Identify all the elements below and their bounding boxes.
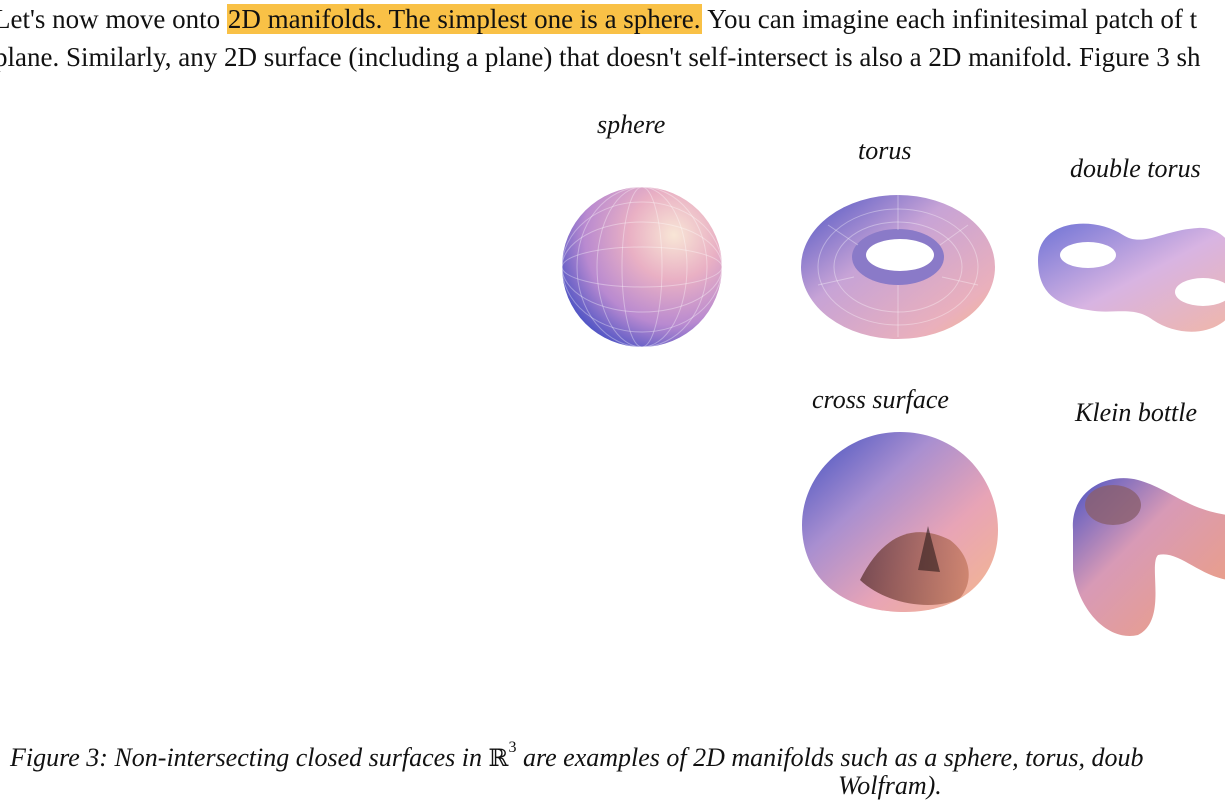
- intro-paragraph: Let's now move onto 2D manifolds. The si…: [0, 0, 1225, 76]
- label-klein-bottle: Klein bottle: [1075, 398, 1198, 427]
- torus-image: [801, 195, 995, 339]
- label-sphere: sphere: [597, 110, 666, 139]
- real-numbers-symbol: ℝ: [488, 744, 509, 772]
- figure-caption: Figure 3: Non-intersecting closed surfac…: [10, 730, 1225, 776]
- paragraph-line-2: plane. Similarly, any 2D surface (includ…: [0, 42, 1201, 72]
- double-torus-image: [1038, 223, 1225, 332]
- label-double-torus: double torus: [1070, 154, 1201, 183]
- caption-text: are examples of 2D manifolds such as a s…: [516, 743, 1144, 772]
- figure-caption-line-2: Wolfram).: [838, 771, 942, 800]
- label-cross-surface: cross surface: [812, 385, 949, 414]
- paragraph-line-1: Let's now move onto 2D manifolds. The si…: [0, 0, 1225, 38]
- paragraph-text: You can imagine each infinitesimal patch…: [701, 4, 1198, 34]
- cross-surface-image: [802, 432, 998, 612]
- caption-text: Figure 3: Non-intersecting closed surfac…: [10, 743, 489, 772]
- sphere-image: [561, 186, 723, 348]
- klein-bottle-image: [1072, 478, 1225, 636]
- caption-exponent: 3: [508, 739, 517, 756]
- label-torus: torus: [858, 136, 912, 165]
- highlighted-text[interactable]: 2D manifolds. The simplest one is a sphe…: [226, 4, 702, 34]
- paragraph-text: Let's now move onto: [0, 4, 227, 34]
